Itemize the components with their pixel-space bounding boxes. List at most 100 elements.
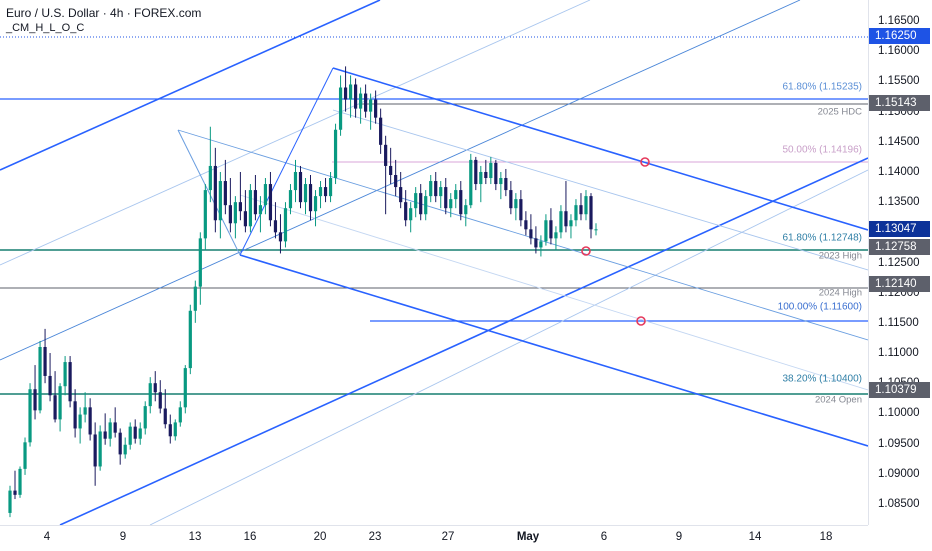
candle-body [223,181,227,206]
price-badge[interactable]: 1.12140 [869,276,930,293]
candle-body [529,229,533,239]
candle-body [108,422,112,439]
candle-body [33,389,37,411]
price-tick-label: 1.08500 [878,497,920,510]
time-tick-label: 13 [188,531,202,543]
price-badge[interactable]: 1.15143 [869,95,930,111]
candle-body [298,171,303,203]
candle-body [183,368,187,408]
candle-body [238,202,242,212]
candle-body [93,434,97,467]
candle-body [68,362,72,402]
candle-body [454,190,458,200]
candle-body [384,144,388,166]
candle-body [38,346,42,411]
candle-body [499,178,503,185]
channel-lower-line [59,157,868,525]
time-tick-label: 14 [748,531,762,543]
price-badge[interactable]: 1.10379 [869,382,930,399]
candle-body [53,395,57,420]
candle-body [208,165,212,191]
price-tick-label: 1.16500 [878,15,920,28]
time-tick-label: 23 [368,531,382,543]
candle-body [48,375,52,396]
price-badge[interactable]: 1.13047 [869,221,930,238]
candle-body [188,310,192,369]
candle-body [198,238,202,287]
candle-body [379,117,383,145]
candle-body [283,208,288,242]
candle-body [519,199,523,221]
candle-body [8,490,12,513]
symbol-title[interactable]: Euro / U.S. Dollar · 4h · FOREX.com [6,6,202,20]
candle-body [73,401,77,429]
candle-body [143,406,147,429]
candle-body [233,202,237,224]
candle-body [424,196,428,215]
candle-body [429,181,433,197]
candle-body [18,468,22,495]
candle-body [58,386,62,420]
plot-area [0,0,868,525]
candle-body [218,181,222,221]
candle-body [113,422,117,433]
price-tick-label: 1.11000 [878,347,919,360]
candle-body [123,444,127,455]
intersection-marker-1[interactable] [640,157,650,167]
intersection-marker-2[interactable] [581,246,591,256]
candle-body [589,196,593,230]
price-tick-label: 1.13500 [878,196,920,209]
price-tick-label: 1.14500 [878,135,920,148]
time-tick-label: 4 [43,531,51,543]
candle-body [394,175,398,188]
candle-body [364,93,368,112]
fib-level-label: 100.00% (1.11600) [777,301,862,313]
fib-level-label: 38.20% (1.10400) [782,373,862,385]
time-tick-label: May [516,531,540,543]
time-tick-label: 20 [313,531,327,543]
intersection-marker-3[interactable] [636,316,646,326]
candle-body [469,159,473,206]
price-badge[interactable]: 1.16250 [869,28,930,45]
candle-body [459,190,463,215]
channel-mid-line-2 [0,0,591,266]
candle-body [278,232,283,242]
candle-body [248,190,253,227]
candle-body [263,184,268,206]
candle-body [158,392,162,409]
price-tick-label: 1.09000 [878,467,920,480]
candle-body [358,93,363,109]
candle-body [168,424,172,437]
candle-body [343,87,348,100]
candle-body [419,193,423,215]
time-tick-label: 9 [119,531,127,543]
time-tick-label: 6 [600,531,608,543]
candle-body [258,205,263,215]
candle-body [489,162,493,179]
candle-body [389,165,393,175]
candle-body [78,414,82,429]
candle-body [369,99,373,112]
candle-body [559,211,563,233]
candle-body [549,220,553,239]
candle-body [414,193,418,209]
candle-body [404,202,408,221]
indicator-label[interactable]: _CM_H_L_O_C [6,22,85,34]
channel-mid-line-3 [149,169,868,525]
price-tick-label: 1.10000 [878,407,920,420]
fork-mid-line-1 [177,129,868,341]
fib-level-label: 50.00% (1.14196) [782,144,862,156]
time-axis[interactable] [0,525,868,551]
price-axis[interactable] [868,0,932,525]
candle-body [509,190,513,209]
time-tick-label: 27 [441,531,455,543]
candle-body [213,165,217,221]
candle-body [13,490,17,495]
chart-header: Euro / U.S. Dollar · 4h · FOREX.com _CM_… [6,6,201,36]
candle-body [474,159,478,185]
price-badge[interactable]: 1.12758 [869,238,930,255]
price-tick-label: 1.11500 [878,316,919,329]
candle-body [318,187,323,197]
candle-body [323,187,328,197]
